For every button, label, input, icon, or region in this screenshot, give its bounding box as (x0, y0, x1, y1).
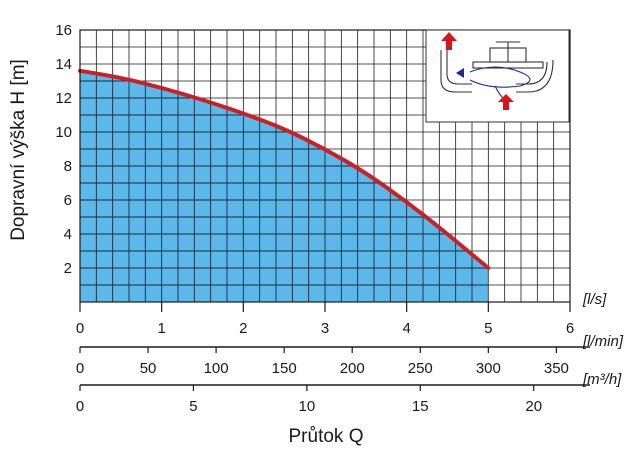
y-tick-label: 6 (64, 192, 72, 209)
y-tick-labels: 2 4 6 8 10 12 14 16 (55, 22, 72, 277)
x-tick-label: 150 (272, 360, 297, 377)
x-unit-label: [m³/h] (582, 371, 622, 388)
x-tick-label: 350 (544, 360, 569, 377)
y-tick-label: 2 (64, 260, 72, 277)
y-tick-label: 14 (55, 56, 72, 73)
x-tick-label: 300 (476, 360, 501, 377)
outlet-arrow-icon (441, 32, 457, 50)
x-tick-label: 20 (525, 398, 542, 415)
x-tick-label: 0 (76, 398, 84, 415)
x-unit-label: [l/s] (582, 291, 607, 308)
x-tick-label: 15 (412, 398, 429, 415)
x-tick-label: 250 (408, 360, 433, 377)
pump-schematic-inset (425, 29, 570, 123)
x-tick-label: 2 (239, 320, 247, 337)
x-tick-label: 1 (157, 320, 165, 337)
performance-curve (78, 68, 491, 270)
x-axis-label: Průtok Q (289, 426, 364, 447)
y-tick-label: 8 (64, 158, 72, 175)
flow-arrow-icon (456, 68, 464, 78)
x-unit-label: [l/min] (582, 333, 624, 350)
performance-area (80, 70, 489, 302)
x-tick-label: 0 (76, 360, 84, 377)
y-tick-label: 10 (55, 124, 72, 141)
x-tick-label: 100 (204, 360, 229, 377)
y-tick-label: 12 (55, 90, 72, 107)
x-tick-label: 10 (299, 398, 316, 415)
x-tick-label: 3 (321, 320, 329, 337)
y-tick-label: 4 (64, 226, 72, 243)
x-axis-scales: 0 1 2 3 4 5 6[l/s]0 50 100 150 200 250 300 350[l/min]… (76, 291, 624, 415)
x-tick-label: 5 (484, 320, 492, 337)
x-tick-label: 0 (76, 320, 84, 337)
x-tick-label: 4 (402, 320, 410, 337)
x-tick-label: 6 (566, 320, 574, 337)
x-tick-label: 50 (140, 360, 157, 377)
inlet-arrow-icon (498, 94, 514, 110)
x-tick-label: 5 (189, 398, 197, 415)
x-tick-label: 200 (340, 360, 365, 377)
y-axis-label: Dopravní výška H [m] (8, 59, 29, 241)
y-tick-label: 16 (55, 22, 72, 39)
